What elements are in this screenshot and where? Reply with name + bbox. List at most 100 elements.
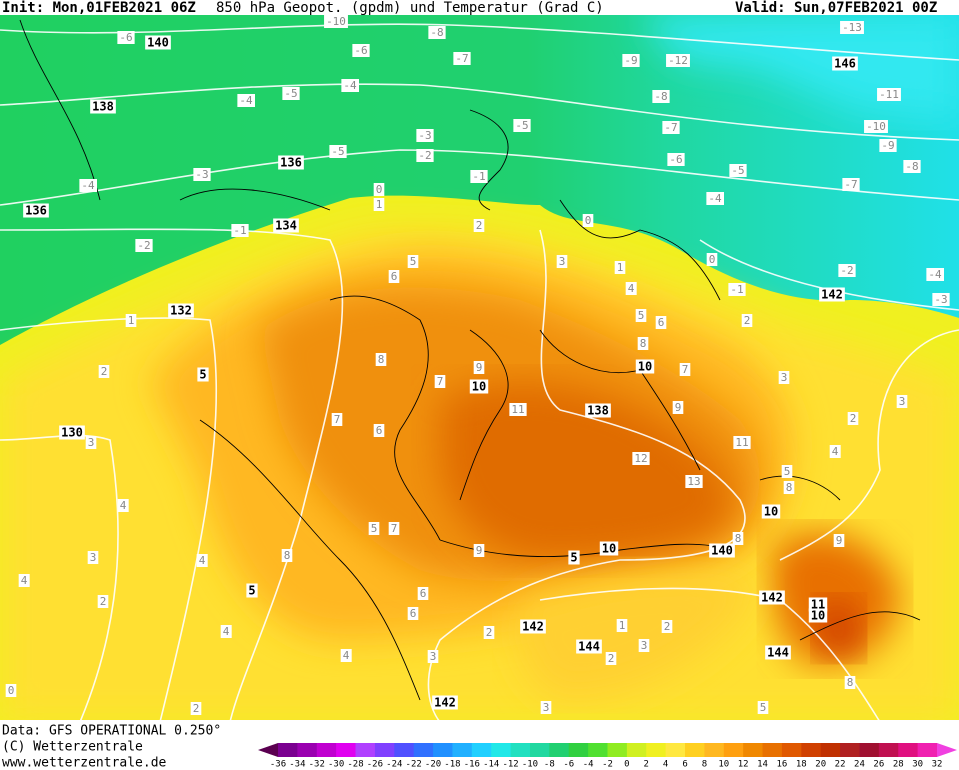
label-box — [473, 361, 485, 374]
temperature-label: 9 — [476, 361, 483, 374]
temperature-label: 4 — [628, 282, 635, 295]
colorbar-swatch — [374, 743, 395, 757]
label-box — [757, 701, 769, 714]
label-box — [840, 21, 864, 34]
geopotential-label: 5 — [570, 551, 577, 565]
colorbar-swatch — [394, 743, 415, 757]
temperature-label: -3 — [195, 168, 208, 181]
label-box — [145, 35, 171, 50]
colorbar-tick-label: -24 — [386, 760, 402, 770]
valid-time: Valid: Sun,07FEB2021 00Z — [735, 0, 937, 16]
temperature-label: 2 — [486, 626, 493, 639]
label-box — [281, 549, 293, 562]
colorbar-tick-label: -22 — [406, 760, 422, 770]
colorbar-tick-label: 4 — [663, 760, 668, 770]
temperature-label: 5 — [784, 465, 791, 478]
geopotential-label: 130 — [61, 426, 83, 440]
label-box — [375, 353, 387, 366]
temperature-label: 4 — [21, 574, 28, 587]
temperature-label: 8 — [847, 676, 854, 689]
temperature-label: -1 — [233, 224, 246, 237]
label-box — [432, 695, 458, 710]
colorbar-tick-label: 14 — [757, 760, 768, 770]
geopotential-label: 10 — [811, 609, 825, 623]
temperature-label: -10 — [326, 15, 346, 28]
colorbar: -36 -34 -32 -30 -28 -26 -24 -22 -20 -18 -16 -14 -12-… — [258, 743, 957, 770]
colorbar-swatch — [278, 743, 298, 757]
map-title: 850 hPa Geopot. (gpdm) und Temperatur (G… — [216, 0, 604, 16]
temperature-label: 1 — [128, 314, 135, 327]
temperature-label: 6 — [658, 316, 665, 329]
geopotential-label: 132 — [170, 304, 192, 318]
temperature-label: 6 — [410, 607, 417, 620]
colorbar-tick-label: -34 — [289, 760, 305, 770]
label-box — [87, 551, 99, 564]
label-box — [237, 94, 255, 107]
colorbar-tick-label: 32 — [932, 760, 943, 770]
colorbar-tick-label: 18 — [796, 760, 807, 770]
label-box — [632, 452, 650, 465]
label-box — [90, 99, 116, 114]
label-box — [903, 160, 921, 173]
colorbar-swatch — [781, 743, 802, 757]
label-box — [340, 649, 352, 662]
label-box — [193, 168, 211, 181]
geopotential-label: 144 — [767, 646, 789, 660]
colorbar-swatch — [607, 743, 628, 757]
temperature-label: -8 — [654, 90, 667, 103]
colorbar-tick-label: -30 — [328, 760, 344, 770]
label-box — [416, 149, 434, 162]
temperature-label: -2 — [840, 264, 853, 277]
label-box — [829, 445, 841, 458]
temperature-label: 1 — [619, 619, 626, 632]
colorbar-swatch — [801, 743, 822, 757]
temperature-label: 3 — [88, 436, 95, 449]
website: www.wetterzentrale.de — [2, 756, 167, 770]
temperature-label: -12 — [668, 54, 688, 67]
temperature-label: -4 — [343, 79, 357, 92]
label-box — [879, 139, 897, 152]
colorbar-swatch — [878, 743, 899, 757]
label-box — [844, 676, 856, 689]
temperature-label: 0 — [8, 684, 15, 697]
colorbar-swatch — [704, 743, 725, 757]
label-box — [197, 367, 209, 382]
temperature-label: -4 — [239, 94, 253, 107]
geopotential-label: 142 — [821, 288, 843, 302]
label-box — [417, 587, 429, 600]
colorbar-tick-label: 12 — [738, 760, 749, 770]
temperature-label: 13 — [687, 475, 700, 488]
colorbar-swatch — [413, 743, 434, 757]
label-box — [576, 639, 602, 654]
temperature-label: 4 — [199, 554, 206, 567]
geopotential-label: 140 — [711, 544, 733, 558]
temperature-label: 12 — [634, 452, 647, 465]
label-box — [622, 54, 640, 67]
temperature-label: -7 — [844, 178, 857, 191]
label-box — [585, 403, 611, 418]
colorbar-tick-label: 24 — [854, 760, 865, 770]
label-box — [5, 684, 17, 697]
label-box — [407, 607, 419, 620]
temperature-label: -5 — [515, 119, 528, 132]
temperature-label: -6 — [354, 44, 367, 57]
temperature-label: -4 — [81, 179, 95, 192]
geopotential-label: 10 — [602, 542, 616, 556]
temperature-label: 6 — [391, 270, 398, 283]
map-field — [0, 15, 959, 720]
temperature-label: 9 — [476, 544, 483, 557]
label-box — [819, 287, 845, 302]
init-time: Init: Mon,01FEB2021 06Z — [2, 0, 196, 16]
label-box — [79, 179, 97, 192]
label-box — [125, 314, 137, 327]
colorbar-tick-label: -26 — [367, 760, 383, 770]
colorbar-swatch — [491, 743, 512, 757]
colorbar-tick-label: -28 — [347, 760, 363, 770]
temperature-label: 7 — [437, 375, 444, 388]
label-box — [368, 522, 380, 535]
label-box — [352, 44, 370, 57]
colorbar-tick-label: 2 — [644, 760, 649, 770]
temperature-label: -2 — [137, 239, 150, 252]
copyright: (C) Wetterzentrale — [2, 740, 143, 755]
